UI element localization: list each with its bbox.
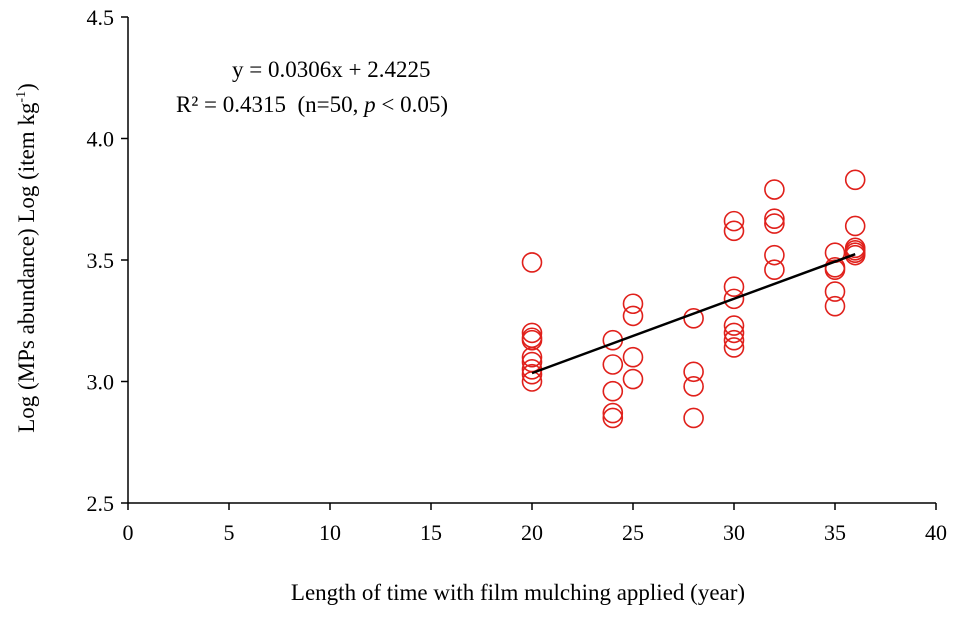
p-symbol: p <box>362 92 376 117</box>
y-tick-label: 4.0 <box>87 127 115 152</box>
data-point <box>764 179 785 200</box>
x-tick-label: 40 <box>925 520 947 545</box>
data-point <box>683 361 704 383</box>
data-point <box>521 322 543 344</box>
y-axis-title-close: ) <box>14 83 39 91</box>
trendline-group <box>531 252 856 375</box>
data-point <box>602 407 624 429</box>
data-point <box>521 346 543 368</box>
axes <box>121 16 937 510</box>
data-point <box>723 315 745 336</box>
regression-equation: y = 0.0306x + 2.4225 <box>232 57 430 82</box>
data-point <box>521 252 543 273</box>
data-point <box>683 376 704 397</box>
trendline <box>531 252 856 375</box>
data-points <box>521 169 866 429</box>
data-point <box>622 305 644 327</box>
y-tick-label: 4.5 <box>87 5 115 30</box>
x-axis-title: Length of time with film mulching applie… <box>291 580 745 605</box>
x-tick-label: 15 <box>420 520 442 545</box>
y-tick-label: 3.5 <box>87 248 115 273</box>
data-point <box>622 293 644 315</box>
data-point <box>602 380 624 402</box>
p-value-text: < 0.05) <box>376 92 448 117</box>
data-point <box>622 346 644 368</box>
y-axis-title-superscript: -1 <box>14 91 29 103</box>
x-tick-label: 30 <box>723 520 745 545</box>
data-point <box>723 288 745 310</box>
y-tick-label: 2.5 <box>87 491 115 516</box>
x-tick-label: 5 <box>224 520 235 545</box>
data-point <box>824 295 846 317</box>
x-tick-labels: 0 5 10 15 20 25 30 35 40 <box>123 520 948 545</box>
data-point <box>764 259 785 281</box>
x-tick-label: 25 <box>622 520 644 545</box>
x-tick-label: 35 <box>824 520 846 545</box>
data-point <box>602 402 624 424</box>
data-point <box>844 169 866 191</box>
data-point <box>764 244 785 266</box>
data-point <box>824 281 846 302</box>
data-point <box>723 322 745 344</box>
data-point <box>723 337 745 358</box>
data-point <box>723 220 745 242</box>
data-point <box>521 329 543 351</box>
x-tick-label: 10 <box>319 520 341 545</box>
data-point <box>824 259 846 281</box>
data-point <box>764 213 785 234</box>
data-point <box>844 244 866 266</box>
y-axis-title: Log (MPs abundance) Log (item kg-1) <box>14 83 39 433</box>
data-point <box>622 368 644 390</box>
r-squared-annotation: R² = 0.4315 (n=50, p < 0.05) <box>176 92 448 117</box>
data-point <box>723 276 745 298</box>
y-tick-label: 3.0 <box>87 370 115 395</box>
data-point <box>723 210 745 232</box>
x-tick-label: 0 <box>123 520 134 545</box>
r-squared-text: R² = 0.4315 (n=50, <box>176 92 364 117</box>
data-point <box>723 329 745 351</box>
y-tick-labels: 2.5 3.0 3.5 4.0 4.5 <box>87 5 115 516</box>
x-tick-label: 20 <box>521 520 543 545</box>
data-point <box>521 363 543 385</box>
data-point <box>844 215 866 237</box>
data-point <box>764 208 785 229</box>
y-axis-title-main: Log (MPs abundance) Log (item kg <box>14 102 39 433</box>
data-point <box>683 407 704 429</box>
data-point <box>602 354 624 375</box>
